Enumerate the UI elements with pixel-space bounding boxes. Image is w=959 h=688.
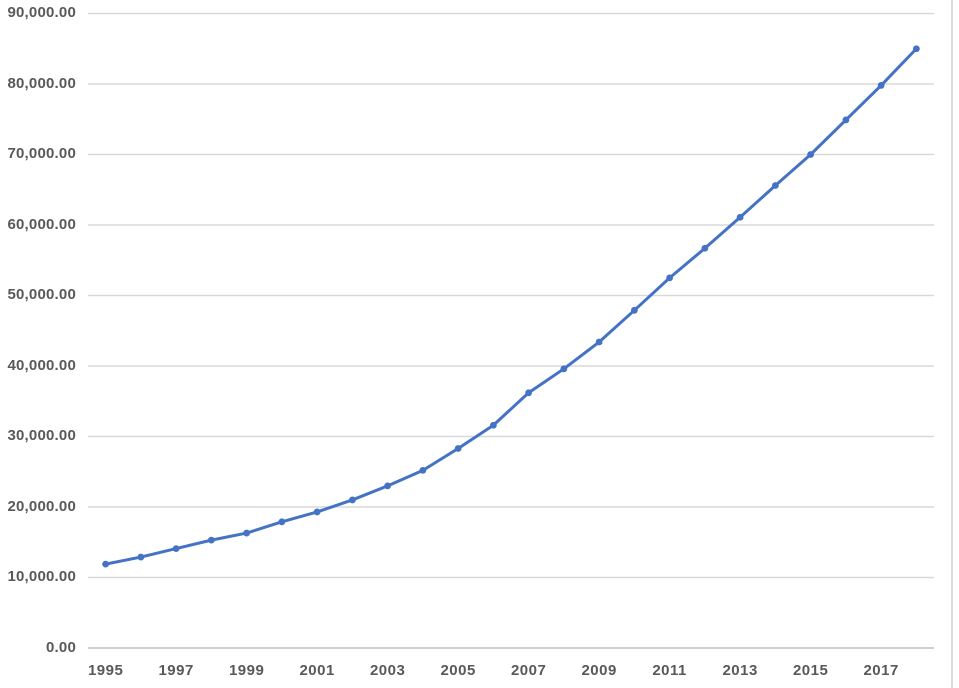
data-point-marker [207,536,215,544]
data-point-marker [384,482,392,490]
data-point-marker [525,389,533,397]
y-tick-label: 60,000.00 [7,215,76,233]
x-tick-label: 1997 [158,662,194,679]
x-tick-label: 2007 [510,662,547,679]
data-point-marker [736,213,744,221]
y-tick-label: 40,000.00 [7,356,76,374]
y-tick-label: 80,000.00 [7,74,76,92]
y-tick-label: 20,000.00 [7,497,76,515]
x-tick-label: 2017 [863,662,899,679]
data-point-marker [807,151,815,158]
data-point-marker [701,244,709,252]
y-tick-label: 10,000.00 [7,568,76,585]
y-tick-label: 30,000.00 [7,427,76,444]
series-line [104,47,918,566]
data-point-marker [842,116,850,124]
x-tick-label: 1999 [228,662,265,679]
data-point-marker [278,518,286,526]
data-point-marker [912,45,920,53]
x-tick-label: 1995 [87,662,124,679]
x-tick-label: 2003 [369,662,406,679]
data-point-marker [348,496,356,504]
data-point-marker [454,445,462,452]
data-point-marker [630,306,638,314]
y-tick-label: 90,000.00 [7,4,76,21]
data-point-marker [877,82,885,89]
y-tick-label: 50,000.00 [7,286,76,303]
x-tick-label: 2001 [299,662,335,679]
data-point-marker [595,338,603,346]
data-point-marker [102,560,110,568]
data-point-marker [489,421,497,429]
data-point-marker [771,182,779,189]
data-point-marker [137,553,145,561]
data-point-marker [313,508,321,516]
data-point-marker [243,529,251,537]
x-tick-label: 2011 [652,662,687,679]
data-point-marker [560,365,568,373]
chart-right-edge [951,0,953,688]
x-tick-label: 2005 [440,662,476,679]
y-tick-label: 0.00 [46,638,76,656]
data-point-marker [666,274,674,282]
x-tick-label: 2013 [722,662,758,679]
data-point-marker [419,466,427,474]
x-tick-label: 2009 [581,662,617,679]
y-tick-label: 70,000.00 [7,145,76,162]
x-tick-label: 2015 [792,662,829,679]
data-point-marker [172,545,180,552]
